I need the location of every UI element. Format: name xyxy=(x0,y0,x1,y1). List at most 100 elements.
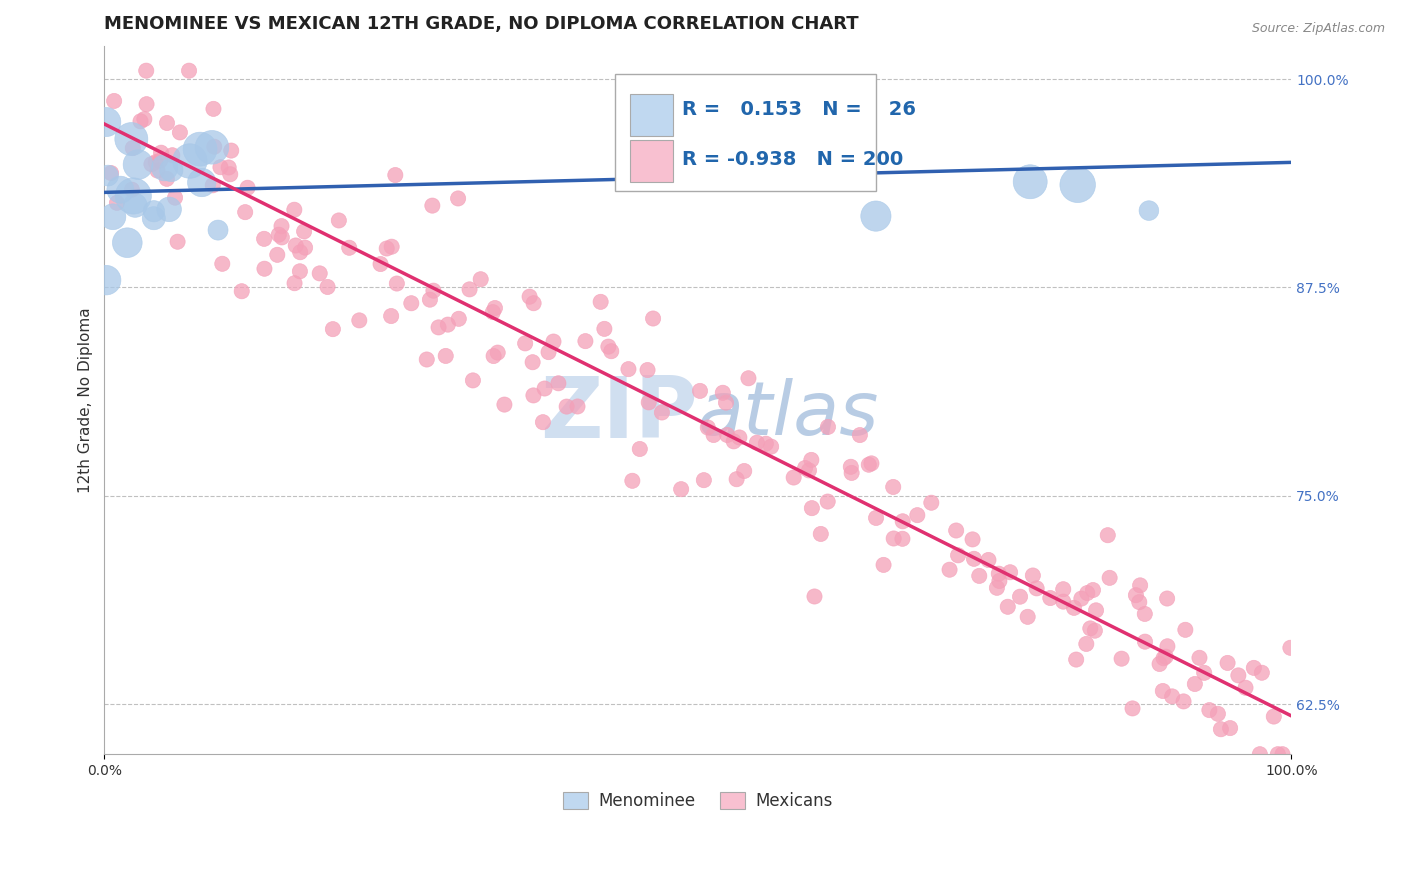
Point xyxy=(134,112,156,127)
Point xyxy=(755,436,778,450)
Point xyxy=(177,63,200,78)
Point xyxy=(349,313,371,327)
Point xyxy=(97,169,120,183)
Point xyxy=(149,153,172,168)
Point xyxy=(231,285,253,299)
Text: ZIP: ZIP xyxy=(540,373,697,456)
Point xyxy=(127,157,149,171)
Point xyxy=(1063,600,1085,615)
Point xyxy=(962,533,984,547)
Point xyxy=(437,318,460,332)
Point xyxy=(1267,747,1289,762)
Point xyxy=(153,161,176,175)
Point xyxy=(841,466,863,480)
Point xyxy=(986,581,1008,595)
Point xyxy=(946,549,969,563)
Point xyxy=(849,428,872,442)
Point xyxy=(803,590,825,604)
Point xyxy=(543,334,565,349)
Point xyxy=(482,349,505,363)
Point xyxy=(669,482,692,496)
Point xyxy=(945,524,967,538)
Point xyxy=(419,293,441,307)
Point xyxy=(977,553,1000,567)
Point xyxy=(1084,624,1107,638)
Point xyxy=(270,230,292,244)
Point xyxy=(458,282,481,296)
Point xyxy=(723,434,745,449)
Point xyxy=(1149,657,1171,671)
Point xyxy=(1234,681,1257,695)
Point xyxy=(1097,528,1119,542)
Point xyxy=(725,472,748,486)
Point xyxy=(1008,590,1031,604)
Point xyxy=(201,140,224,154)
Point xyxy=(703,428,725,442)
Point xyxy=(711,385,734,400)
Point xyxy=(600,344,623,359)
Point xyxy=(987,566,1010,581)
Point xyxy=(637,395,659,409)
Point xyxy=(997,599,1019,614)
Point xyxy=(253,232,276,246)
Point xyxy=(160,163,183,178)
Point xyxy=(891,532,914,546)
Point xyxy=(270,219,292,233)
Text: Source: ZipAtlas.com: Source: ZipAtlas.com xyxy=(1251,22,1385,36)
Point xyxy=(129,114,152,128)
Point xyxy=(494,398,516,412)
Point xyxy=(794,461,817,475)
Point xyxy=(253,261,276,276)
Point xyxy=(905,508,928,523)
Point xyxy=(1152,684,1174,698)
Point xyxy=(124,198,146,212)
Point xyxy=(745,435,768,450)
Point xyxy=(283,202,305,217)
Point xyxy=(1076,586,1098,600)
Point xyxy=(574,334,596,348)
Point xyxy=(531,415,554,429)
Point xyxy=(266,248,288,262)
Text: atlas: atlas xyxy=(697,378,879,450)
Point xyxy=(145,155,167,169)
Point xyxy=(1156,591,1178,606)
Point xyxy=(135,63,157,78)
Point xyxy=(157,202,180,217)
Point xyxy=(179,154,201,169)
Point xyxy=(120,132,142,146)
Point xyxy=(710,145,733,159)
Point xyxy=(1052,594,1074,608)
Point xyxy=(141,157,163,171)
Point xyxy=(963,551,986,566)
Point xyxy=(1081,582,1104,597)
Point xyxy=(322,322,344,336)
Point xyxy=(1174,623,1197,637)
Point xyxy=(1153,651,1175,665)
Point xyxy=(967,569,990,583)
Point xyxy=(1076,637,1098,651)
Point xyxy=(800,501,823,516)
FancyBboxPatch shape xyxy=(614,74,876,191)
Point xyxy=(1137,203,1160,218)
Point xyxy=(1243,661,1265,675)
Point xyxy=(515,336,537,351)
Point xyxy=(567,400,589,414)
Point xyxy=(839,459,862,474)
Point xyxy=(294,241,316,255)
Point xyxy=(537,345,560,359)
Point xyxy=(101,210,124,224)
Point xyxy=(190,176,212,190)
Point xyxy=(202,139,225,153)
Point xyxy=(337,241,360,255)
Point xyxy=(627,158,650,172)
Point xyxy=(434,349,457,363)
Point xyxy=(589,294,612,309)
Point xyxy=(486,345,509,359)
Point xyxy=(233,205,256,219)
Point xyxy=(96,115,118,129)
Point xyxy=(533,382,555,396)
Point xyxy=(117,235,139,250)
Point xyxy=(1121,701,1143,715)
Point xyxy=(1017,610,1039,624)
Point xyxy=(150,145,173,160)
